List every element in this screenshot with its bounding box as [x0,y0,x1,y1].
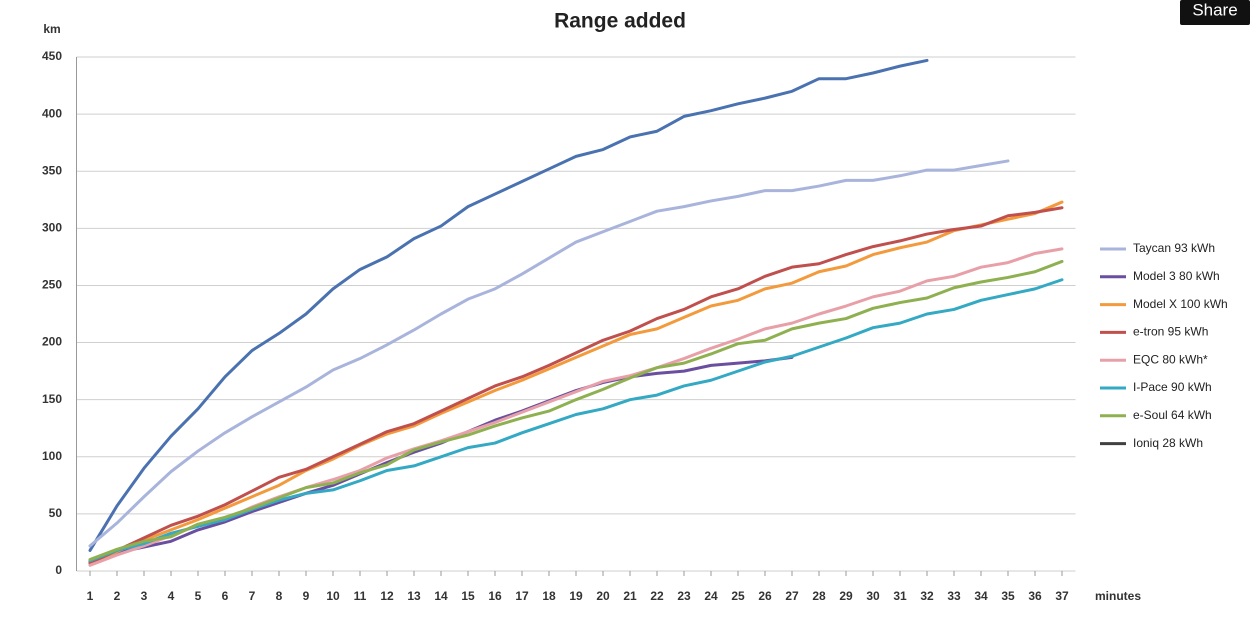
series-line [88,200,1064,566]
x-tick-label: 32 [920,589,934,603]
legend-label: Ioniq 28 kWh [1133,436,1203,450]
x-tick-label: 1 [87,589,94,603]
y-tick-label: 400 [42,106,62,120]
x-tick-label: 24 [704,589,718,603]
y-tick-label: 0 [55,563,62,577]
x-tick-label: 3 [141,589,148,603]
x-tick-label: 36 [1028,589,1042,603]
legend-label: Taycan 93 kWh [1133,241,1215,255]
share-label[interactable]: Share [1192,0,1237,19]
legend-label: e-tron 95 kWh [1133,325,1208,339]
y-tick-label: 200 [42,335,62,349]
x-tick-label: 28 [812,589,826,603]
x-tick-label: 7 [249,589,256,603]
series-line [88,259,1064,562]
x-tick-label: 14 [434,589,448,603]
legend-label: Model 3 80 kWh [1133,269,1220,283]
x-tick-label: 17 [515,589,529,603]
legend-label: e-Soul 64 kWh [1133,408,1212,422]
x-tick-label: 19 [569,589,583,603]
x-axis-label: minutes [1095,589,1141,603]
legend-label: I-Pace 90 kWh [1133,380,1212,394]
y-tick-label: 250 [42,278,62,292]
x-tick-label: 8 [276,589,283,603]
x-tick-label: 26 [758,589,772,603]
x-tick-label: 25 [731,589,745,603]
y-tick-label: 350 [42,163,62,177]
x-tick-label: 37 [1055,589,1069,603]
x-tick-label: 18 [542,589,556,603]
x-tick-label: 34 [974,589,988,603]
x-tick-label: 2 [114,589,121,603]
x-tick-label: 6 [222,589,229,603]
legend-label: Model X 100 kWh [1133,297,1228,311]
y-tick-label: 450 [42,49,62,63]
x-tick-label: 16 [488,589,502,603]
series-line [88,206,1064,565]
y-tick-label: 100 [42,449,62,463]
x-tick-label: 31 [893,589,907,603]
x-tick-label: 35 [1001,589,1015,603]
legend-label: EQC 80 kWh* [1133,352,1208,366]
x-tick-label: 12 [380,589,394,603]
x-tick-label: 15 [461,589,475,603]
y-tick-label: 150 [42,392,62,406]
x-tick-label: 20 [596,589,610,603]
x-tick-label: 29 [839,589,853,603]
chart-title: Range added [554,10,686,33]
x-tick-label: 23 [677,589,691,603]
y-tick-label: 50 [49,506,63,520]
x-tick-label: 30 [866,589,880,603]
y-tick-label: 300 [42,221,62,235]
share-button[interactable] [1180,0,1250,25]
x-tick-label: 22 [650,589,664,603]
y-axis-label: km [43,22,60,36]
x-tick-label: 4 [168,589,175,603]
x-tick-label: 21 [623,589,637,603]
x-tick-label: 33 [947,589,961,603]
x-tick-label: 10 [326,589,340,603]
x-tick-label: 11 [354,589,367,603]
series-line [88,159,1010,548]
series-line [88,58,929,552]
x-tick-label: 27 [785,589,799,603]
x-tick-label: 5 [195,589,202,603]
x-tick-label: 13 [407,589,421,603]
x-tick-label: 9 [303,589,310,603]
